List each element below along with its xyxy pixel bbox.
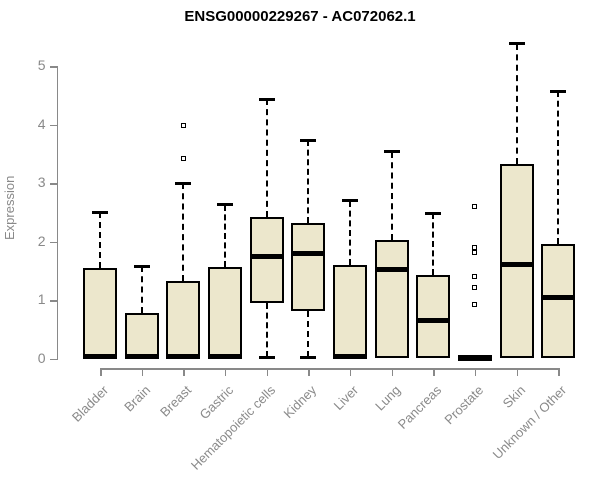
whisker-line: [140, 266, 143, 313]
x-axis-line: [100, 368, 560, 370]
y-axis-tick: [49, 66, 57, 68]
boxplot-box: [166, 280, 201, 359]
outlier-point: [472, 284, 478, 290]
x-axis-tick: [266, 368, 269, 376]
outlier-point: [472, 244, 478, 250]
boxplot-box: [416, 274, 451, 359]
whisker-line: [348, 200, 351, 265]
x-axis-tick: [183, 368, 185, 376]
outlier-point: [472, 203, 478, 209]
whisker-cap: [258, 97, 275, 101]
x-axis-tick: [349, 368, 352, 376]
x-axis-tick: [391, 368, 394, 376]
y-axis-tick: [49, 124, 57, 126]
y-tick-label: 2: [37, 232, 46, 249]
whisker-line: [557, 91, 560, 244]
outlier-point: [472, 302, 478, 308]
whisker-line: [390, 151, 393, 240]
whisker-cap: [383, 150, 400, 154]
y-axis-tick: [49, 183, 57, 185]
median-line: [249, 253, 284, 259]
median-line: [457, 355, 492, 361]
whisker-cap: [425, 211, 442, 215]
y-tick-label: 4: [37, 115, 46, 132]
x-axis-tick: [224, 368, 227, 376]
median-line: [166, 354, 201, 360]
boxplot-box: [291, 223, 326, 311]
whisker-line: [515, 43, 518, 165]
boxplot-box: [83, 267, 117, 359]
boxplot-box: [332, 264, 367, 359]
x-category-label: Unknown / Other: [489, 382, 570, 462]
y-tick-label: 3: [37, 174, 46, 190]
whisker-cap: [341, 199, 358, 203]
boxplot-box: [207, 266, 242, 359]
y-tick-label: 1: [37, 291, 46, 307]
x-axis-tick: [516, 368, 519, 376]
whisker-cap: [133, 264, 150, 268]
y-axis-tick: [49, 300, 57, 302]
median-line: [332, 354, 367, 360]
whisker-cap: [300, 138, 317, 142]
median-line: [124, 354, 159, 360]
chart-title: ENSG00000229267 - AC072062.1: [184, 8, 416, 25]
y-axis-tick: [49, 358, 57, 360]
y-axis-line: [56, 66, 58, 360]
median-line: [541, 294, 576, 300]
whisker-cap: [258, 355, 275, 359]
whisker-line: [99, 212, 101, 268]
whisker-cap: [508, 42, 525, 46]
x-axis-tick: [141, 368, 144, 376]
median-line: [499, 262, 534, 268]
outlier-point: [472, 274, 478, 280]
x-axis-tick: [308, 368, 310, 376]
whisker-line: [182, 183, 185, 281]
median-line: [291, 250, 326, 256]
x-axis-tick: [558, 368, 560, 376]
outlier-point: [180, 123, 186, 129]
y-axis-tick: [49, 241, 57, 243]
median-line: [416, 317, 451, 323]
median-line: [83, 354, 117, 360]
y-tick-label: 5: [37, 57, 46, 73]
median-line: [374, 267, 409, 273]
whisker-line: [265, 302, 268, 358]
boxplot-box: [124, 312, 159, 359]
whisker-line: [265, 99, 268, 217]
whisker-line: [223, 204, 226, 267]
x-axis-tick: [474, 368, 477, 376]
whisker-cap: [550, 89, 567, 93]
x-axis-tick: [100, 368, 102, 376]
outlier-point: [472, 249, 478, 255]
whisker-cap: [300, 355, 317, 359]
outlier-point: [180, 155, 186, 161]
whisker-line: [307, 310, 310, 358]
x-axis-tick: [433, 368, 435, 376]
whisker-cap: [92, 210, 108, 214]
y-tick-label: 0: [37, 349, 46, 366]
whisker-cap: [175, 181, 192, 185]
boxplot-box: [249, 216, 284, 303]
whisker-line: [432, 213, 435, 275]
boxplot-box: [499, 164, 534, 359]
whisker-cap: [216, 203, 233, 207]
whisker-line: [307, 140, 310, 224]
boxplot-box: [374, 239, 409, 359]
median-line: [207, 354, 242, 360]
boxplot-box: [541, 243, 576, 359]
